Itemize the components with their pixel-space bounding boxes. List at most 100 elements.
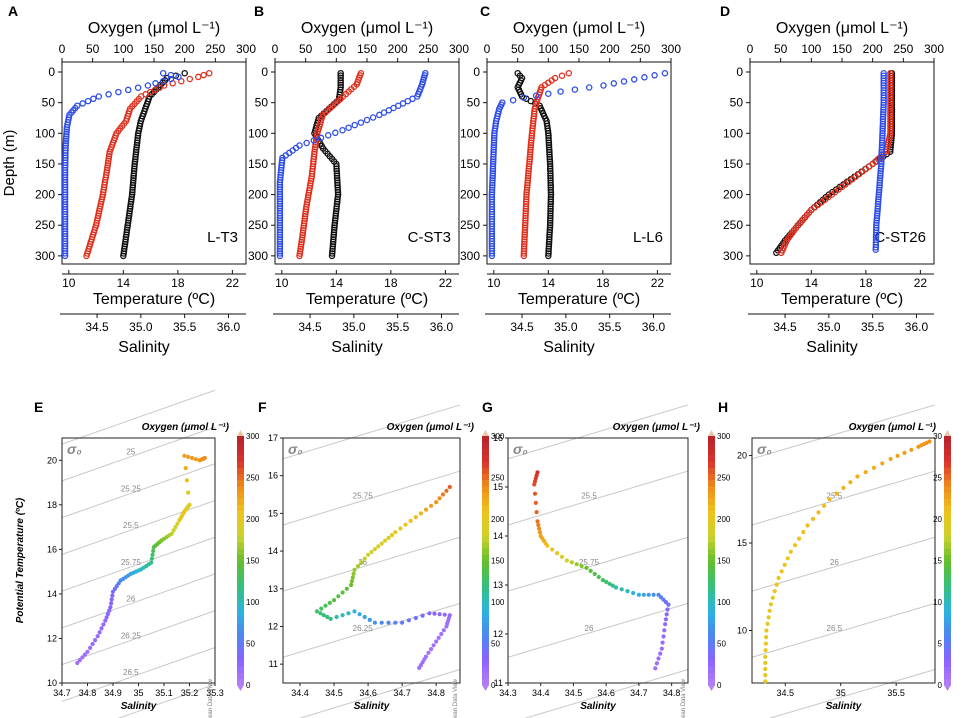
depth-tick-label: 200 xyxy=(723,188,743,202)
colorbar-segment xyxy=(482,442,489,450)
colorbar-segment xyxy=(708,641,715,649)
colorbar-segment xyxy=(237,448,244,456)
oxygen-point xyxy=(641,74,648,81)
colorbar-segment xyxy=(944,541,951,549)
ts-point xyxy=(600,578,606,583)
ts-point xyxy=(848,480,853,485)
ts-point xyxy=(909,447,914,452)
colorbar-segment xyxy=(708,448,715,456)
depth-tick-label: 200 xyxy=(248,188,268,202)
oxygen-tick-label: 0 xyxy=(59,42,66,56)
ts-point xyxy=(97,630,102,635)
colorbar-segment xyxy=(237,660,244,667)
colorbar-max-arrow xyxy=(237,430,244,436)
oxygen-tick-label: 50 xyxy=(86,42,100,56)
colorbar-segment xyxy=(944,597,951,605)
colorbar-tick-label: 200 xyxy=(246,515,260,524)
oxygen-tick-label: 300 xyxy=(661,42,681,56)
colorbar-segment xyxy=(944,653,951,661)
ts-point xyxy=(764,635,769,640)
colorbar-segment xyxy=(944,473,951,481)
colorbar-segment xyxy=(944,610,951,618)
ts-points xyxy=(314,484,452,671)
ts-point xyxy=(173,525,178,530)
ts-point xyxy=(663,617,669,622)
ts-point xyxy=(325,614,330,620)
colorbar-min-arrow xyxy=(944,685,951,691)
x-tick-label: 34.8 xyxy=(79,688,97,698)
colorbar-segment xyxy=(237,672,244,680)
colorbar-tick-label: 300 xyxy=(246,432,260,441)
colorbar-segment xyxy=(237,504,244,512)
colorbar-title: Oxygen (μmol L⁻¹) xyxy=(613,422,701,433)
oxygen-tick-label: 150 xyxy=(569,42,589,56)
colorbar-segment xyxy=(944,510,951,518)
colorbar-segment xyxy=(944,516,951,524)
ts-point xyxy=(366,552,371,557)
temperature-tick-label: 14 xyxy=(805,276,819,290)
ts-point xyxy=(646,592,651,597)
colorbar-segment xyxy=(944,560,951,568)
colorbar-segment xyxy=(944,554,951,562)
colorbar-segment xyxy=(944,460,951,468)
contour-line xyxy=(524,669,689,718)
oxygen-point xyxy=(357,119,365,126)
contour-line xyxy=(507,536,689,592)
ts-point xyxy=(362,614,367,620)
oxygen-point xyxy=(651,72,658,79)
contour-line xyxy=(282,404,461,460)
colorbar-title: Oxygen (μmol L⁻¹) xyxy=(142,422,230,433)
oxygen-tick-label: 300 xyxy=(924,42,944,56)
ts-point xyxy=(321,613,326,618)
colorbar-segment xyxy=(944,622,951,630)
contour-line xyxy=(768,669,936,718)
colorbar-segment xyxy=(237,579,244,586)
ts-point xyxy=(588,568,593,574)
colorbar-segment xyxy=(237,635,244,643)
ts-point xyxy=(359,560,364,565)
ts-point xyxy=(427,611,432,616)
contour-line xyxy=(507,404,689,460)
colorbar-tick-label: 50 xyxy=(491,640,500,649)
colorbar-segment xyxy=(708,473,715,481)
oxygen-point xyxy=(661,69,669,77)
ts-point xyxy=(664,612,669,617)
temperature-point xyxy=(520,252,528,260)
colorbar-segment xyxy=(482,479,489,487)
ts-point xyxy=(437,612,442,617)
ts-point xyxy=(447,484,452,490)
colorbar-segment xyxy=(237,566,244,574)
colorbar-tick-label: 50 xyxy=(246,640,255,649)
ts-point xyxy=(834,491,839,496)
colorbar-segment xyxy=(482,523,489,530)
colorbar-segment xyxy=(237,529,244,537)
station-label: L-L6 xyxy=(633,229,663,246)
ts-point xyxy=(902,450,907,455)
colorbar-segment xyxy=(237,666,244,674)
contour-line xyxy=(61,610,216,666)
ts-point xyxy=(149,560,154,565)
ts-point xyxy=(169,531,174,536)
y-tick-label: 16 xyxy=(47,544,57,554)
colorbar-segment xyxy=(482,678,489,686)
profile-panel-D: D Oxygen (μmol L⁻¹) 0 50 100 150 200 250 300 0 50 1… xyxy=(720,3,944,356)
temperature-tick-label: 22 xyxy=(439,276,453,290)
contour-line xyxy=(61,500,216,555)
x-tick-label: 34.4 xyxy=(532,688,550,698)
series-oxygen xyxy=(61,69,182,260)
colorbar-segment xyxy=(944,442,951,450)
ts-point xyxy=(604,579,609,585)
ts-point xyxy=(103,618,108,623)
colorbar-segment xyxy=(944,492,951,499)
depth-tick-label: 0 xyxy=(736,65,743,79)
watermark: Ocean Data View xyxy=(681,678,687,718)
oxygen-point xyxy=(167,75,175,83)
oxygen-point xyxy=(317,134,325,142)
ts-point xyxy=(434,639,439,644)
colorbar-segment xyxy=(237,548,244,555)
colorbar-segment xyxy=(482,510,489,518)
salinity-tick-label: 35.0 xyxy=(129,320,153,334)
x-tick-label: 34.4 xyxy=(291,688,309,698)
colorbar-segment xyxy=(237,516,244,524)
temperature-tick-label: 14 xyxy=(117,276,131,290)
